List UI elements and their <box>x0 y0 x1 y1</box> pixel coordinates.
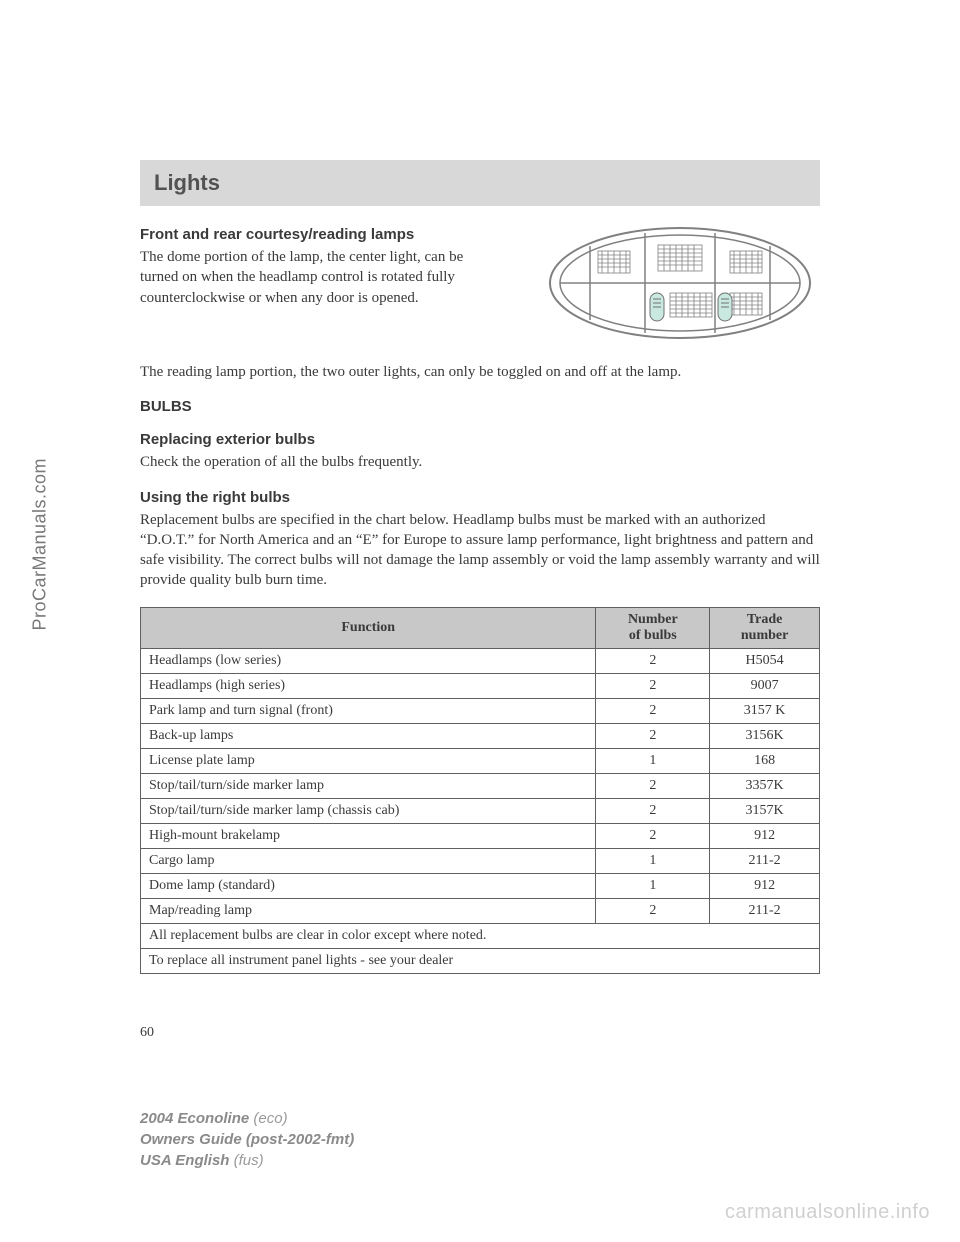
cell-function: Cargo lamp <box>141 848 596 873</box>
dome-lamp-illustration <box>540 226 820 346</box>
th-number: Numberof bulbs <box>596 607 710 648</box>
table-row: Stop/tail/turn/side marker lamp (chassis… <box>141 798 820 823</box>
footer-line3-bold: USA English <box>140 1152 229 1169</box>
cell-number: 2 <box>596 898 710 923</box>
th-trade: Tradenumber <box>710 607 820 648</box>
right-bulbs-heading: Using the right bulbs <box>140 489 820 506</box>
cell-number: 2 <box>596 798 710 823</box>
table-row: Headlamps (high series)29007 <box>141 673 820 698</box>
bottom-watermark: carmanualsonline.info <box>725 1201 930 1224</box>
cell-function: License plate lamp <box>141 748 596 773</box>
footer-line1-bold: 2004 Econoline <box>140 1110 249 1127</box>
right-bulbs-para: Replacement bulbs are specified in the c… <box>140 510 820 591</box>
bulbs-heading-section: BULBS <box>140 398 820 415</box>
cell-number: 2 <box>596 773 710 798</box>
page-content: Lights Front and rear courtesy/reading l… <box>140 160 820 974</box>
cell-number: 1 <box>596 848 710 873</box>
bulb-table: Function Numberof bulbs Tradenumber Head… <box>140 607 820 974</box>
cell-number: 2 <box>596 723 710 748</box>
courtesy-para1: The dome portion of the lamp, the center… <box>140 247 495 308</box>
courtesy-heading: Front and rear courtesy/reading lamps <box>140 226 495 243</box>
table-footer2: To replace all instrument panel lights -… <box>141 948 820 973</box>
right-bulbs-section: Using the right bulbs Replacement bulbs … <box>140 489 820 591</box>
bulbs-heading: BULBS <box>140 398 820 415</box>
table-footer-row: To replace all instrument panel lights -… <box>141 948 820 973</box>
table-row: Back-up lamps23156K <box>141 723 820 748</box>
cell-trade: 168 <box>710 748 820 773</box>
reading-lamp-para: The reading lamp portion, the two outer … <box>140 362 820 382</box>
table-row: Dome lamp (standard)1912 <box>141 873 820 898</box>
cell-function: Stop/tail/turn/side marker lamp <box>141 773 596 798</box>
footer-line3-italic: (fus) <box>234 1152 264 1169</box>
cell-trade: 912 <box>710 823 820 848</box>
courtesy-para2: The reading lamp portion, the two outer … <box>140 362 820 382</box>
cell-function: Stop/tail/turn/side marker lamp (chassis… <box>141 798 596 823</box>
cell-function: Park lamp and turn signal (front) <box>141 698 596 723</box>
sidebar-watermark: ProCarManuals.com <box>30 458 51 631</box>
th-function: Function <box>141 607 596 648</box>
cell-number: 2 <box>596 823 710 848</box>
cell-function: Headlamps (low series) <box>141 648 596 673</box>
cell-number: 1 <box>596 873 710 898</box>
footer-line2: Owners Guide (post-2002-fmt) <box>140 1131 354 1148</box>
section-header-title: Lights <box>154 170 220 195</box>
table-row: License plate lamp1168 <box>141 748 820 773</box>
cell-function: Headlamps (high series) <box>141 673 596 698</box>
cell-trade: 211-2 <box>710 898 820 923</box>
cell-number: 2 <box>596 673 710 698</box>
table-footer1: All replacement bulbs are clear in color… <box>141 923 820 948</box>
table-row: Headlamps (low series)2H5054 <box>141 648 820 673</box>
replacing-bulbs-section: Replacing exterior bulbs Check the opera… <box>140 431 820 472</box>
courtesy-lamps-section: Front and rear courtesy/reading lamps Th… <box>140 226 820 346</box>
cell-trade: 3157K <box>710 798 820 823</box>
footer: 2004 Econoline (eco) Owners Guide (post-… <box>140 1108 354 1171</box>
table-row: Park lamp and turn signal (front)23157 K <box>141 698 820 723</box>
table-row: Stop/tail/turn/side marker lamp23357K <box>141 773 820 798</box>
page-number: 60 <box>140 1025 154 1041</box>
section-header: Lights <box>140 160 820 206</box>
cell-number: 1 <box>596 748 710 773</box>
cell-number: 2 <box>596 698 710 723</box>
cell-trade: 3156K <box>710 723 820 748</box>
table-footer-row: All replacement bulbs are clear in color… <box>141 923 820 948</box>
replacing-para: Check the operation of all the bulbs fre… <box>140 452 820 472</box>
footer-line1-italic: (eco) <box>253 1110 287 1127</box>
cell-trade: 211-2 <box>710 848 820 873</box>
replacing-heading: Replacing exterior bulbs <box>140 431 820 448</box>
cell-function: High-mount brakelamp <box>141 823 596 848</box>
cell-trade: H5054 <box>710 648 820 673</box>
cell-function: Map/reading lamp <box>141 898 596 923</box>
cell-function: Dome lamp (standard) <box>141 873 596 898</box>
cell-trade: 9007 <box>710 673 820 698</box>
table-row: High-mount brakelamp2912 <box>141 823 820 848</box>
table-header-row: Function Numberof bulbs Tradenumber <box>141 607 820 648</box>
cell-trade: 3157 K <box>710 698 820 723</box>
table-row: Cargo lamp1211-2 <box>141 848 820 873</box>
cell-trade: 912 <box>710 873 820 898</box>
cell-function: Back-up lamps <box>141 723 596 748</box>
cell-number: 2 <box>596 648 710 673</box>
cell-trade: 3357K <box>710 773 820 798</box>
table-row: Map/reading lamp2211-2 <box>141 898 820 923</box>
